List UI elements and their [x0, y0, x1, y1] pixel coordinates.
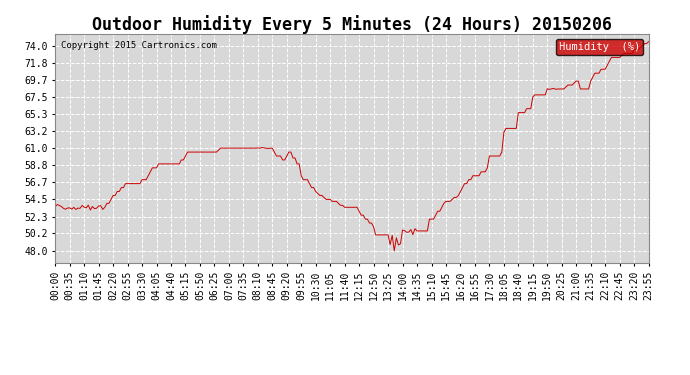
Legend: Humidity  (%): Humidity (%) [556, 39, 643, 55]
Title: Outdoor Humidity Every 5 Minutes (24 Hours) 20150206: Outdoor Humidity Every 5 Minutes (24 Hou… [92, 15, 612, 34]
Text: Copyright 2015 Cartronics.com: Copyright 2015 Cartronics.com [61, 40, 217, 50]
